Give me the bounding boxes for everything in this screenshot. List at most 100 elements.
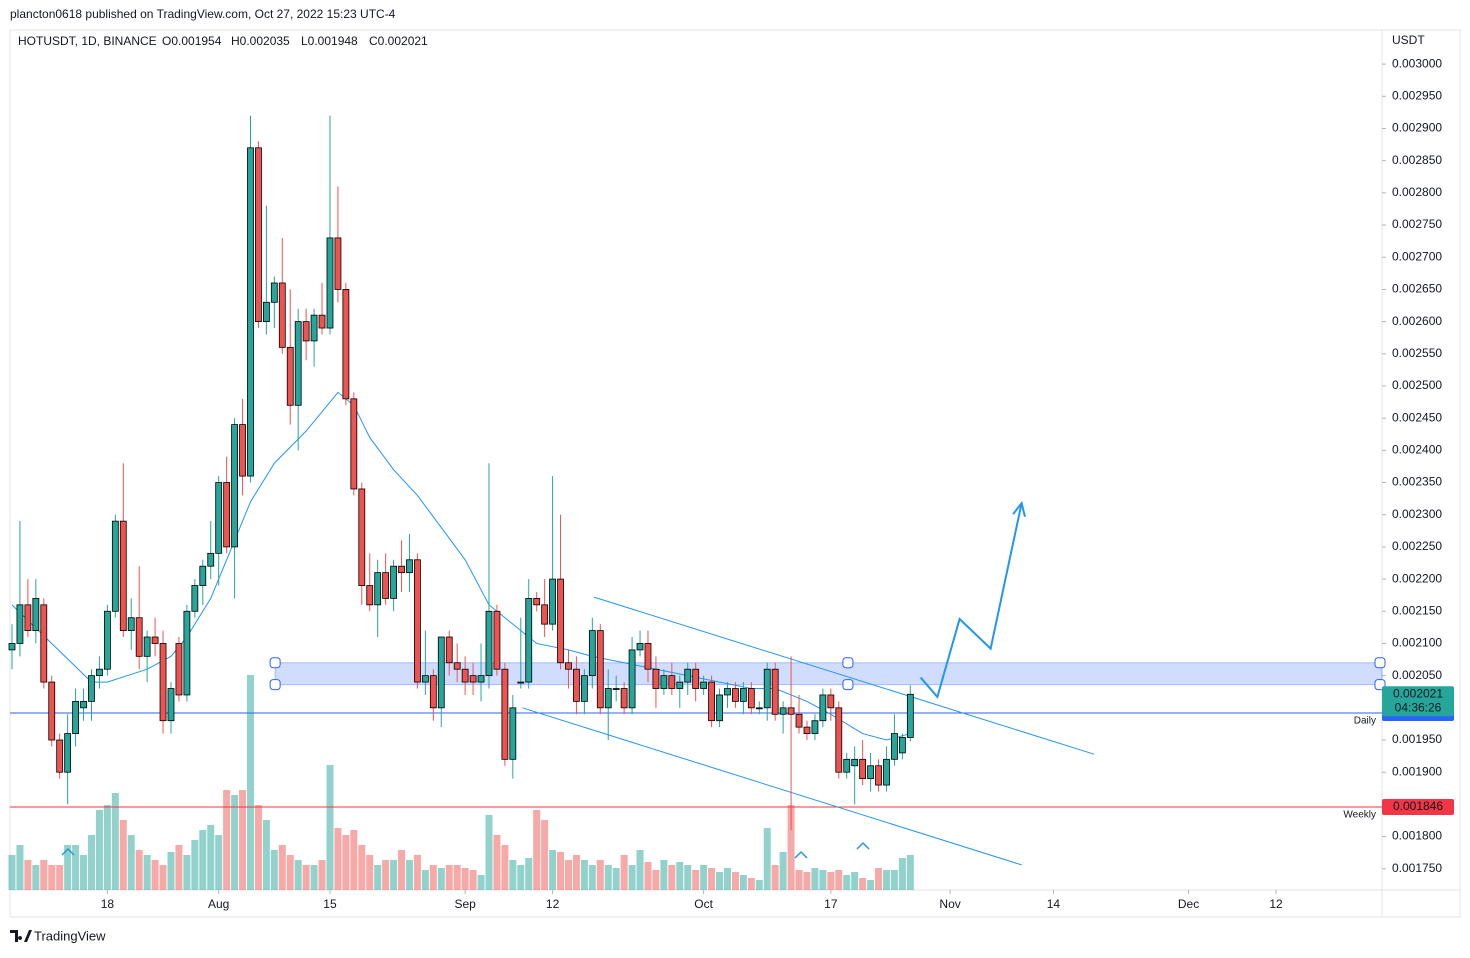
arrow-head [1012,500,1026,517]
volume-bar [32,865,40,890]
candle-body [549,578,556,625]
y-tick-label: 0.002500 [1392,378,1442,392]
y-tick-label: 0.001800 [1392,829,1442,843]
volume-bar [127,835,135,890]
candle-body [390,565,397,599]
volume-bar [270,850,278,890]
channel-line [593,596,1095,755]
y-tick-label: 0.002700 [1392,249,1442,263]
volume-bar [151,860,159,890]
candle-body [247,147,254,477]
candle-body [103,610,111,670]
y-tick-label: 0.002050 [1392,668,1442,682]
last-price-badge [1382,686,1454,717]
volume-bar [103,805,111,890]
volume-bar [358,845,366,890]
volume-bar [763,828,771,890]
candle-body [628,649,636,709]
volume-bar [890,870,898,890]
volume-bar [278,845,286,890]
candle-body [88,675,95,702]
candle-body [604,688,612,709]
volume-bar [708,868,716,890]
volume-bar [477,875,485,890]
zone [274,662,1383,686]
volume-bar [779,852,787,890]
volume-bar [294,860,302,890]
x-tick-label: 12 [546,897,560,911]
candle-body [477,675,485,683]
x-tick-label: Aug [208,897,229,911]
volume-bar [286,855,294,890]
candle-body [207,552,215,567]
candle-body [262,301,270,323]
y-tick-label: 0.002200 [1392,571,1442,585]
candle-body [676,681,684,689]
volume-bar [509,860,517,890]
candle-body [906,693,914,738]
candle-body [763,668,771,709]
volume-bar [191,840,199,890]
volume-bar [771,865,779,890]
volume-bar [676,862,684,890]
volume-bar [405,860,413,890]
volume-bar [819,870,827,890]
volume-bar [533,810,541,890]
volume-bar [604,865,612,890]
candle-body [223,482,231,548]
candle-body [40,604,48,683]
volume-bar [398,850,406,890]
y-tick-label: 0.002250 [1392,539,1442,553]
ohlc-low: L0.001948 [301,34,358,48]
candle-body [851,758,859,767]
candle-body [819,694,827,722]
volume-bar [167,852,175,890]
candle-body [867,765,874,780]
candle-body [16,604,24,644]
candle-body [334,237,342,290]
y-tick-label: 0.002800 [1392,185,1442,199]
volume-bar [350,830,358,890]
volume-bar [747,878,755,890]
ohlc-open: O0.001954 [162,34,222,48]
candle-body [342,289,350,400]
candle-body [191,585,199,612]
zone-handle [842,657,854,669]
candle-body [660,675,668,689]
candle-body [891,733,898,760]
x-tick-label: 14 [1047,897,1061,911]
price-badge-label: 0.001846 [1393,799,1443,813]
symbol: HOTUSDT, 1D, BINANCE [18,34,157,48]
candle-body [596,630,604,709]
volume-bar [660,860,668,890]
candle-body [270,282,278,303]
volume-bar [859,878,867,890]
candle-body [406,559,413,574]
volume-bar [723,868,731,890]
candle-body [533,597,541,606]
volume-bar [95,810,103,890]
volume-bar [135,850,143,890]
candle-body [668,675,676,689]
candle-body [771,668,779,715]
volume-bar [739,875,747,890]
volume-bar [501,845,509,890]
y-tick-label: 0.002850 [1392,153,1442,167]
candle-body [811,720,819,734]
candle-body [708,681,715,722]
published-line: plancton0618 published on TradingView.co… [10,7,396,21]
candle-body [636,643,644,651]
volume-bar [231,795,239,890]
zone-handle [842,679,854,691]
volume-bar [787,805,795,890]
zone-handle [269,657,281,669]
candle-body [747,688,755,709]
candle-body [501,668,509,760]
candle-body [96,668,103,677]
marker [794,850,808,859]
volume-bar [159,865,167,890]
candle-body [175,643,183,696]
candle-body [358,488,366,586]
volume-bar [366,855,374,890]
volume-bar [318,860,326,890]
